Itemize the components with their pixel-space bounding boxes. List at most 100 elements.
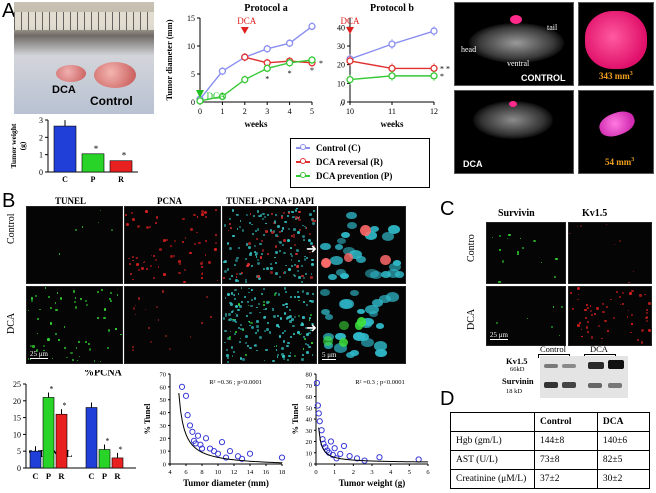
cell-dot — [270, 212, 274, 216]
cell-dot — [309, 317, 311, 319]
scatter-diameter-chart: 0 10 20 30 40 50 60 70 4 6 8 10 12 14 16 18 R² =0.36 ; p… — [142, 372, 285, 489]
cell-dot — [230, 292, 234, 295]
cell-dot — [282, 272, 285, 274]
x-tick-label: 3 — [370, 469, 373, 476]
cell-dot — [584, 316, 587, 319]
cell-dot — [226, 360, 229, 363]
cell-dot — [49, 322, 53, 325]
cell-dot — [228, 317, 232, 321]
cell-dot — [264, 330, 267, 333]
cell-dot — [277, 240, 280, 243]
cell-dot — [227, 312, 231, 316]
data-point — [430, 72, 438, 80]
cell-dot — [226, 241, 230, 245]
cell-dot — [251, 289, 254, 291]
cell-dot — [615, 291, 618, 293]
cell-dot — [109, 297, 112, 300]
cell-dot — [313, 244, 316, 247]
cell-dot — [173, 254, 176, 257]
dca-green-arrow — [196, 90, 204, 98]
ruler — [14, 12, 154, 30]
cell-dot — [263, 268, 265, 270]
cell-dot — [283, 312, 287, 316]
cell-dot — [64, 347, 66, 349]
bar — [42, 397, 55, 469]
data-point — [285, 39, 294, 47]
cell-dot — [299, 333, 301, 336]
cell-dot — [614, 243, 616, 245]
cell-dot — [275, 214, 278, 217]
cell-dot — [247, 263, 251, 267]
cell-dot — [338, 299, 353, 309]
y-tick-label: 60 — [306, 394, 313, 401]
y-tick-label: 30 — [337, 42, 345, 51]
cell-dot — [201, 213, 204, 216]
cell-dot — [229, 330, 232, 333]
y-tick-label: 50 — [306, 405, 313, 412]
cell-dot — [375, 323, 385, 330]
cell-dot — [131, 345, 134, 349]
cell-dot — [239, 220, 242, 222]
cell-dot — [254, 251, 257, 254]
cell-dot — [645, 316, 648, 320]
cell-dot — [234, 318, 237, 321]
cell-dot — [256, 319, 259, 323]
cell-dot — [586, 304, 588, 306]
cell-dot — [555, 257, 558, 261]
cell-dot — [135, 256, 139, 260]
cell-dot — [301, 323, 304, 326]
table-cell: Hgb (gm/L) — [450, 431, 535, 451]
scatter-point — [189, 428, 196, 435]
cell-dot — [288, 354, 291, 357]
scatter-point — [178, 383, 186, 390]
cell-dot — [226, 354, 229, 357]
panel-label-a: A — [2, 0, 16, 22]
cell-dot — [283, 251, 287, 255]
x-tick-label: 16 — [263, 469, 270, 476]
table-cell: 82±5 — [596, 450, 651, 470]
cell-dot — [273, 222, 275, 224]
data-point — [285, 59, 294, 67]
col-kv15: Kv1.5 — [582, 208, 608, 219]
cell-dot — [207, 260, 211, 264]
cell-dot — [311, 354, 314, 357]
cell-dot — [30, 300, 33, 303]
cell-dot — [231, 209, 235, 212]
cell-dot — [336, 269, 346, 276]
cell-dot — [132, 218, 135, 221]
cell-dot — [321, 257, 332, 268]
scale-bar-c: 25 μm — [490, 331, 508, 340]
cell-dot — [214, 248, 217, 251]
y-tick-label: 15 — [187, 14, 195, 23]
cell-dot — [253, 296, 257, 300]
series-line — [199, 25, 313, 100]
scatter-point — [198, 445, 206, 452]
cell-dot — [235, 330, 238, 333]
cell-dot — [256, 210, 259, 213]
cell-dot — [498, 234, 501, 237]
legend-label: Control (C) — [316, 143, 361, 153]
row-dca-c: DCA — [466, 308, 477, 330]
cell-dot — [240, 272, 243, 275]
cell-dot — [586, 306, 589, 309]
legend-item: DCA reversal (R) — [296, 155, 424, 169]
cell-dot — [280, 216, 284, 220]
cell-dot — [369, 225, 379, 232]
cell-dot — [311, 222, 315, 226]
cell-dot — [278, 334, 282, 338]
cell-dot — [302, 353, 305, 356]
cell-dot — [577, 225, 579, 227]
x-axis-label: Tumor weight (g) — [339, 478, 406, 488]
cell-dot — [338, 320, 349, 331]
table-cell: 144±8 — [534, 431, 598, 451]
cell-dot — [586, 331, 589, 334]
cell-dot — [645, 315, 648, 319]
cell-dot — [240, 301, 244, 304]
cell-dot — [301, 224, 304, 227]
cell-dot — [76, 347, 78, 349]
cell-dot — [302, 234, 306, 238]
cell-dot — [287, 341, 291, 345]
table-cell: 37±2 — [534, 469, 598, 489]
cell-dot — [276, 324, 279, 327]
cell-dot — [30, 297, 34, 300]
